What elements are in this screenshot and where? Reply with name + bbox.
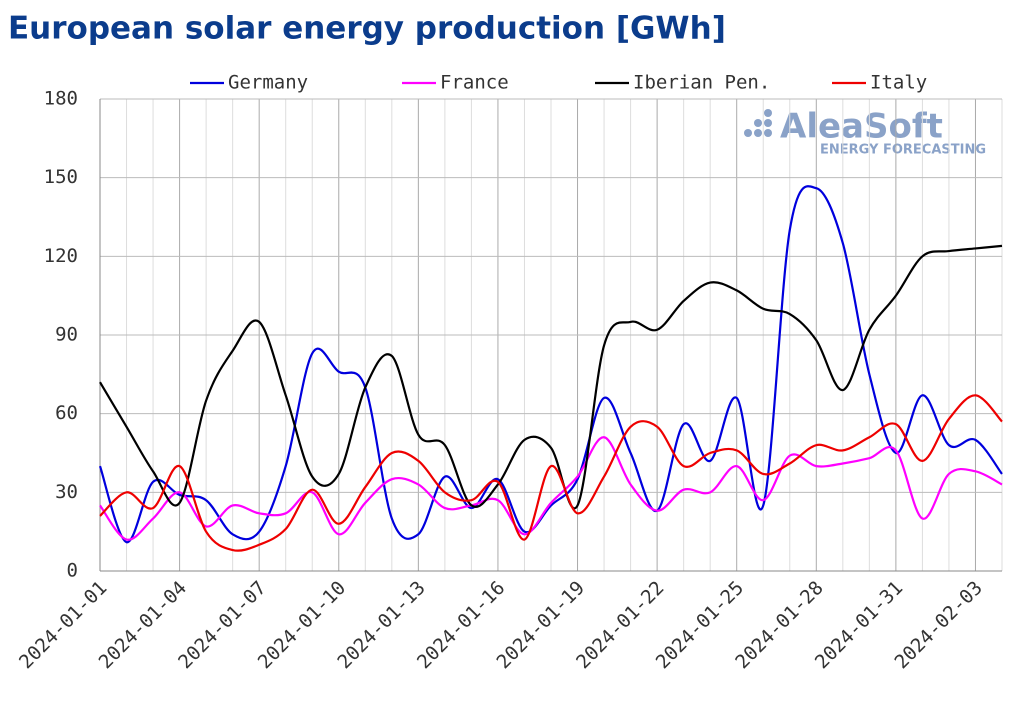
- legend-label: Iberian Pen.: [633, 72, 770, 94]
- y-tick-label: 90: [55, 324, 78, 346]
- y-tick-label: 120: [44, 245, 78, 267]
- legend-label: France: [440, 72, 509, 94]
- y-tick-label: 30: [55, 481, 78, 503]
- y-tick-label: 60: [55, 402, 78, 424]
- y-tick-label: 180: [44, 88, 78, 110]
- line-series: [99, 394, 1003, 552]
- line-series: [99, 244, 1003, 510]
- watermark-sub: ENERGY FORECASTING: [820, 143, 986, 158]
- watermark: AleaSoft: [780, 107, 943, 147]
- y-tick-label: 0: [67, 560, 78, 582]
- watermark-logo: [744, 109, 772, 137]
- y-tick-label: 150: [44, 166, 78, 188]
- legend-label: Italy: [870, 72, 927, 94]
- chart-title: European solar energy production [GWh]: [8, 11, 726, 47]
- legend-label: Germany: [228, 72, 308, 94]
- line-series: [99, 436, 1003, 541]
- line-series: [98, 185, 1003, 544]
